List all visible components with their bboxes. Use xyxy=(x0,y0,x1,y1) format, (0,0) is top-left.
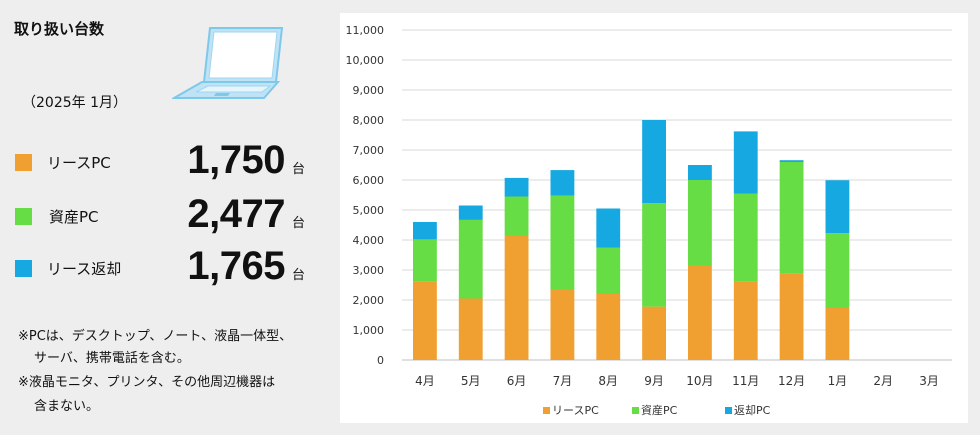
x-tick-label: 1月 xyxy=(828,374,848,388)
note-line-3: ※液晶モニタ、プリンタ、その他周辺機器は xyxy=(18,375,276,390)
bar-segment xyxy=(458,219,483,299)
bar-segment xyxy=(642,306,666,360)
x-tick-label: 5月 xyxy=(461,374,481,388)
y-tick-label: 1,000 xyxy=(353,324,385,337)
bar-segment xyxy=(504,177,529,197)
lease-return-value: 1,765 xyxy=(187,244,285,288)
stat-lease-return: リース返却 1,765 台 xyxy=(0,244,335,296)
panel-title: 取り扱い台数 xyxy=(14,20,105,38)
stat-lease-pc: リースPC 1,750 台 xyxy=(0,138,335,190)
bar-segment xyxy=(825,307,850,360)
period-label: （2025年 1月） xyxy=(22,95,127,111)
x-tick-label: 9月 xyxy=(644,374,664,388)
bar-segment xyxy=(413,222,437,240)
bar-segment xyxy=(779,273,804,360)
bar-segment xyxy=(825,233,850,308)
lease-pc-unit: 台 xyxy=(292,162,306,177)
lease-return-swatch xyxy=(15,260,32,277)
bar-segment xyxy=(458,205,483,220)
lease-return-label: リース返却 xyxy=(47,260,122,278)
y-tick-label: 0 xyxy=(377,354,384,367)
laptop-icon xyxy=(172,27,284,99)
bar-segment xyxy=(596,208,621,248)
legend-label: 返却PC xyxy=(734,404,771,417)
chart-panel: 0 1,000 2,000 3,000 4,000 5,000 6,000 7,000 8,00… xyxy=(340,13,968,423)
lease-pc-value: 1,750 xyxy=(187,138,285,182)
y-tick-label: 9,000 xyxy=(353,84,385,97)
x-tick-label: 10月 xyxy=(686,374,713,388)
y-tick-label: 2,000 xyxy=(353,294,385,307)
note-line-1: ※PCは、デスクトップ、ノート、液晶一体型、 xyxy=(18,329,293,344)
x-tick-label: 7月 xyxy=(553,374,573,388)
asset-pc-unit: 台 xyxy=(292,216,306,231)
y-tick-label: 7,000 xyxy=(353,144,385,157)
bar-segment xyxy=(550,195,575,290)
bar-segment xyxy=(733,131,758,194)
bar-segment xyxy=(504,235,529,360)
x-tick-label: 8月 xyxy=(598,374,618,388)
lease-pc-swatch xyxy=(15,154,32,171)
stat-asset-pc: 資産PC 2,477 台 xyxy=(0,192,335,244)
bar-segment xyxy=(642,203,666,307)
x-tick-label: 11月 xyxy=(732,374,759,388)
bar-segment xyxy=(596,294,621,360)
legend-swatch xyxy=(632,407,639,414)
bar-segment xyxy=(825,180,850,234)
note-line-2: サーバ、携帯電話を含む。 xyxy=(34,351,190,366)
legend-swatch xyxy=(725,407,732,414)
summary-panel: 取り扱い台数 （2025年 1月） リースPC 1,750 台 資産PC 2,4… xyxy=(0,0,335,435)
y-tick-label: 8,000 xyxy=(353,114,385,127)
bar-segment xyxy=(504,196,529,236)
bar-segment xyxy=(642,120,666,204)
bar-segment xyxy=(733,193,758,282)
bar-segment xyxy=(779,160,804,162)
y-tick-label: 4,000 xyxy=(353,234,385,247)
lease-return-unit: 台 xyxy=(292,268,306,283)
x-tick-label: 6月 xyxy=(507,374,527,388)
legend-swatch xyxy=(543,407,550,414)
x-tick-label: 3月 xyxy=(919,374,939,388)
bar-segment xyxy=(550,289,575,360)
bar-segment xyxy=(458,298,483,360)
bar-segment xyxy=(413,281,437,360)
legend-label: 資産PC xyxy=(641,404,678,417)
lease-pc-label: リースPC xyxy=(47,154,111,172)
x-tick-label: 12月 xyxy=(778,374,805,388)
y-tick-label: 5,000 xyxy=(353,204,385,217)
bar-segment xyxy=(733,281,758,360)
bar-segment xyxy=(688,265,712,360)
bar-segment xyxy=(779,162,804,274)
note-line-4: 含まない。 xyxy=(34,399,100,414)
y-tick-label: 10,000 xyxy=(346,54,385,67)
asset-pc-value: 2,477 xyxy=(187,192,285,236)
y-tick-label: 3,000 xyxy=(353,264,385,277)
asset-pc-label: 資産PC xyxy=(49,208,99,226)
x-tick-label: 4月 xyxy=(415,374,435,388)
bar-segment xyxy=(688,180,712,266)
bar-segment xyxy=(413,239,437,282)
legend-label: リースPC xyxy=(552,404,599,417)
bar-segment xyxy=(688,165,712,180)
x-tick-label: 2月 xyxy=(873,374,893,388)
y-tick-label: 6,000 xyxy=(353,174,385,187)
y-tick-label: 11,000 xyxy=(346,24,385,37)
bar-segment xyxy=(550,170,575,196)
bar-segment xyxy=(596,247,621,294)
asset-pc-swatch xyxy=(15,208,32,225)
stacked-bar-chart: 0 1,000 2,000 3,000 4,000 5,000 6,000 7,000 8,00… xyxy=(346,24,952,417)
